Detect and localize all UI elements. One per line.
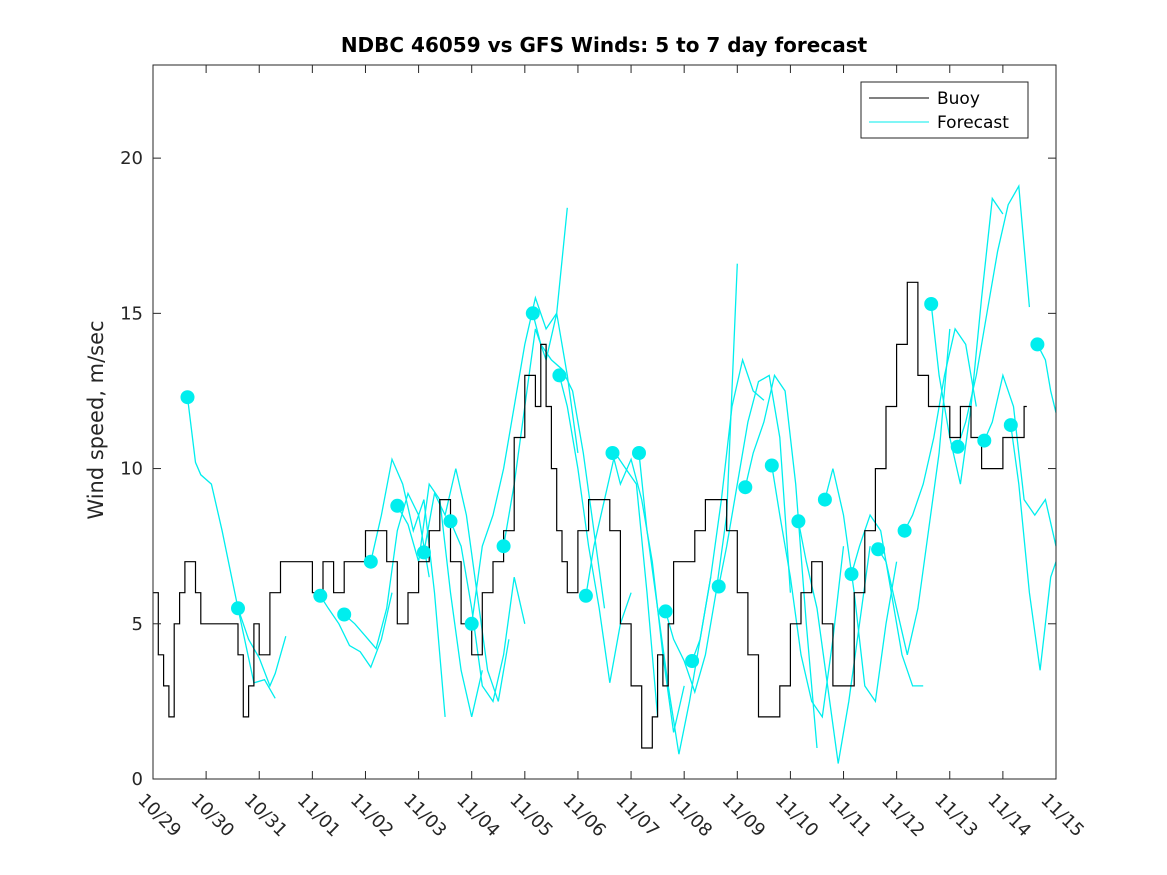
forecast-line-11: [558, 375, 632, 683]
forecast-start-marker-3: [337, 607, 352, 622]
buoy-series: [153, 281, 1027, 749]
forecast-start-marker-9: [496, 539, 511, 554]
buoy-line: [153, 281, 1027, 749]
y-tick-label-1: 5: [132, 614, 143, 635]
forecast-line-8: [471, 207, 568, 624]
forecast-start-marker-28: [1003, 418, 1018, 433]
forecast-start-marker-5: [390, 498, 405, 513]
forecast-start-marker-21: [817, 492, 832, 507]
forecast-line-12: [585, 451, 659, 717]
forecast-line-20: [797, 521, 871, 764]
forecast-start-marker-11: [552, 368, 567, 383]
forecast-line-16: [691, 357, 765, 662]
forecast-start-marker-26: [950, 439, 965, 454]
forecast-start-marker-15: [658, 604, 673, 619]
forecast-line-27: [983, 373, 1057, 547]
forecast-line-3: [343, 491, 430, 650]
forecast-start-marker-7: [443, 514, 458, 529]
forecast-start-marker-1: [231, 601, 245, 616]
forecast-line-29: [1036, 344, 1057, 413]
y-tick-label-2: 10: [120, 459, 143, 480]
forecast-line-18: [744, 373, 818, 749]
forecast-start-marker-29: [1030, 337, 1045, 352]
forecast-line-10: [532, 313, 606, 609]
y-ticks: 0 5 10 15 20: [120, 148, 1056, 790]
forecast-start-marker-16: [685, 654, 700, 668]
forecast-start-marker-20: [791, 514, 806, 529]
forecast-line-1: [237, 608, 287, 688]
forecast-line-4: [370, 457, 446, 717]
forecast-start-marker-10: [525, 306, 540, 321]
forecast-start-marker-19: [764, 458, 779, 473]
forecast-start-marker-6: [416, 545, 431, 560]
forecast-line-17: [718, 374, 792, 593]
forecast-line-23: [877, 328, 951, 655]
y-tick-label-3: 15: [120, 303, 143, 324]
forecast-start-marker-17: [711, 579, 726, 594]
forecast-line-7: [449, 521, 526, 703]
legend-label-buoy: Buoy: [937, 89, 980, 109]
forecast-start-marker-22: [844, 567, 859, 582]
forecast-start-marker-0: [180, 390, 195, 405]
forecast-line-21: [824, 468, 898, 704]
legend-label-forecast: Forecast: [937, 113, 1009, 133]
axes-box: [152, 64, 1057, 780]
forecast-start-marker-14: [632, 446, 646, 460]
forecast-line-25: [930, 196, 1004, 485]
forecast-start-marker-12: [578, 588, 593, 603]
forecast-start-marker-18: [738, 480, 753, 495]
y-tick-label-4: 20: [120, 148, 143, 169]
forecast-line-2: [319, 592, 393, 669]
y-tick-label-0: 0: [132, 769, 143, 790]
forecast-line-26: [957, 183, 1031, 447]
forecast-line-28: [1010, 425, 1057, 671]
forecast-start-marker-8: [464, 616, 479, 631]
legend-box: [860, 81, 1029, 139]
axes-background: [153, 65, 1056, 779]
forecast-line-15: [664, 263, 738, 695]
forecast-line-19: [771, 465, 845, 719]
forecast-start-marker-13: [605, 446, 620, 460]
legend: Buoy Forecast: [860, 81, 1029, 139]
forecast-line-14: [638, 452, 712, 755]
forecast-start-marker-24: [897, 523, 912, 538]
forecast-start-marker-27: [977, 433, 992, 448]
forecast-start-marker-2: [313, 588, 328, 603]
forecast-line-0: [186, 397, 276, 699]
chart-title: NDBC 46059 vs GFS Winds: 5 to 7 day fore…: [341, 33, 868, 57]
forecast-start-marker-25: [924, 297, 939, 311]
y-axis-label: Wind speed, m/sec: [84, 320, 108, 519]
forecast-start-marker-4: [363, 554, 378, 569]
forecast-markers: [180, 297, 1045, 668]
forecast-start-marker-23: [871, 542, 886, 557]
